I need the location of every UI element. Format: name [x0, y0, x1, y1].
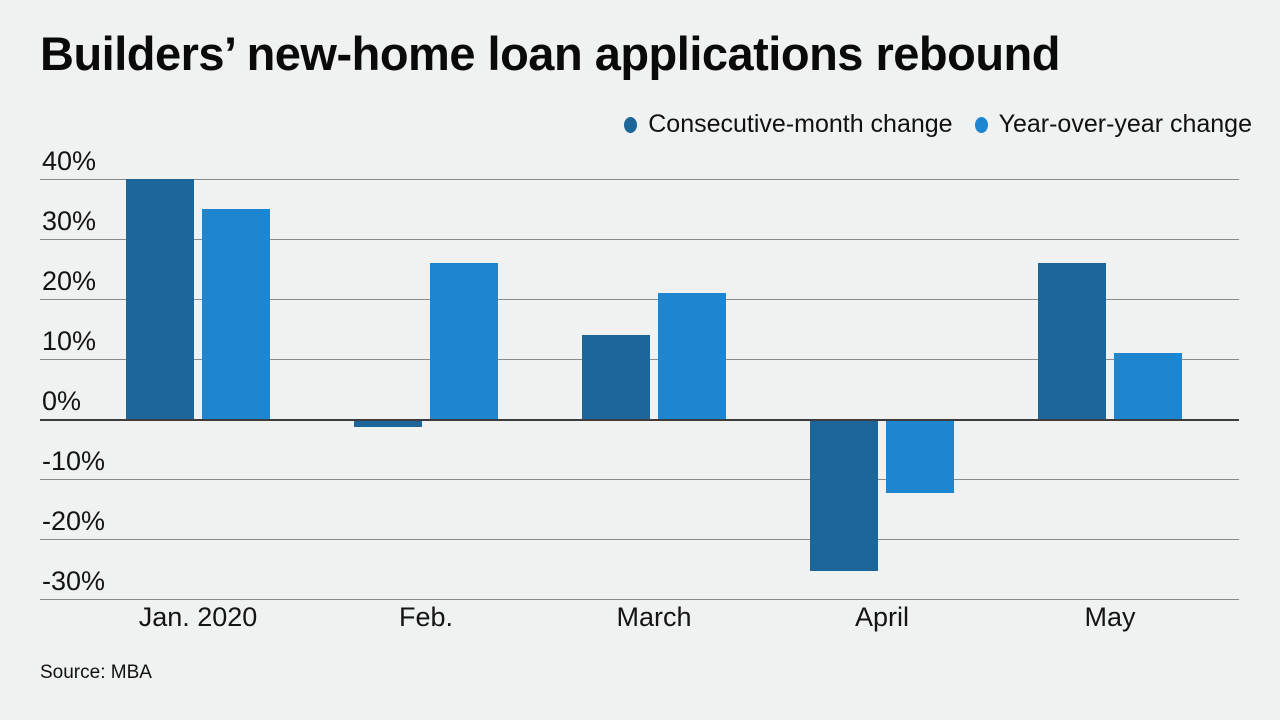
bar-year-over-year: [202, 209, 270, 419]
legend-dot-year-over-year-icon: [974, 116, 988, 133]
legend: Consecutive-month change Year-over-year …: [624, 110, 1252, 139]
gridline: [40, 599, 1239, 600]
zero-gridline: [40, 419, 1239, 421]
y-axis-tick-label: 30%: [42, 206, 97, 236]
x-axis-tick-label: Feb.: [398, 602, 454, 632]
bar-year-over-year: [1114, 353, 1182, 419]
legend-dot-consecutive-month-icon: [624, 116, 638, 133]
x-axis-tick-label: March: [616, 602, 692, 632]
x-axis-tick-label: April: [854, 602, 909, 632]
x-axis-tick-label: Jan. 2020: [138, 602, 258, 632]
gridline: [40, 539, 1239, 540]
y-axis-tick-label: 40%: [42, 146, 97, 176]
y-axis-tick-label: 0%: [42, 386, 82, 416]
gridline: [40, 299, 1239, 300]
bar-consecutive-month: [582, 335, 650, 419]
y-axis-tick-label: 10%: [42, 326, 97, 356]
legend-item-year-over-year: Year-over-year change: [974, 110, 1252, 139]
y-axis-tick-label: -10%: [42, 446, 106, 476]
bar-consecutive-month: [1038, 263, 1106, 419]
source-note: Source: MBA: [40, 662, 152, 683]
bar-year-over-year: [658, 293, 726, 419]
legend-label-consecutive-month: Consecutive-month change: [648, 110, 953, 138]
bar-year-over-year: [886, 421, 954, 493]
gridline: [40, 239, 1239, 240]
bar-year-over-year: [430, 263, 498, 419]
gridline: [40, 179, 1239, 180]
bar-consecutive-month: [810, 421, 878, 571]
legend-item-consecutive-month: Consecutive-month change: [624, 110, 953, 139]
x-axis-tick-label: May: [1084, 602, 1136, 632]
gridline: [40, 479, 1239, 480]
legend-label-year-over-year: Year-over-year change: [998, 110, 1252, 138]
y-axis-tick-label: -30%: [42, 566, 106, 596]
bar-consecutive-month: [354, 421, 422, 427]
bar-consecutive-month: [126, 179, 194, 419]
y-axis-tick-label: -20%: [42, 506, 106, 536]
chart-title: Builders’ new-home loan applications reb…: [40, 27, 1060, 80]
y-axis-tick-label: 20%: [42, 266, 97, 296]
